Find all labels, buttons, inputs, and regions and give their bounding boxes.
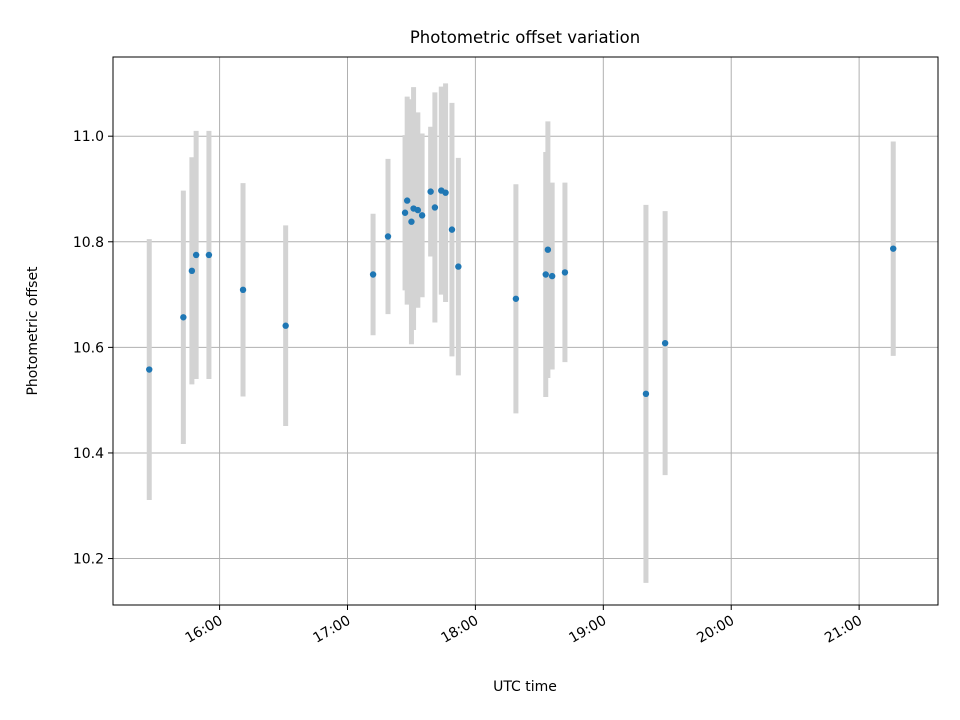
data-point bbox=[542, 271, 549, 278]
data-point bbox=[548, 272, 556, 280]
data-point bbox=[188, 267, 196, 275]
y-axis-label: Photometric offset bbox=[25, 266, 41, 396]
data-point bbox=[205, 251, 213, 259]
data-point bbox=[414, 206, 422, 214]
y-tick-label: 11.0 bbox=[73, 129, 104, 145]
data-point bbox=[180, 314, 187, 321]
y-tick-label: 10.2 bbox=[73, 552, 104, 568]
data-point bbox=[192, 251, 200, 259]
chart-title: Photometric offset variation bbox=[410, 28, 640, 47]
data-points bbox=[146, 187, 897, 398]
y-tick-label: 10.4 bbox=[73, 446, 104, 462]
data-point bbox=[384, 233, 392, 240]
data-point bbox=[890, 245, 897, 252]
data-point bbox=[455, 263, 462, 270]
data-point bbox=[512, 295, 520, 302]
data-point bbox=[369, 271, 377, 278]
data-point bbox=[442, 189, 449, 196]
y-tick-label: 10.8 bbox=[73, 235, 104, 251]
data-point bbox=[408, 218, 415, 225]
y-axis-ticks: 10.2 10.4 10.6 10.8 11.0 bbox=[73, 129, 113, 568]
x-axis-label: UTC time bbox=[493, 679, 557, 695]
data-point bbox=[418, 212, 426, 219]
data-point bbox=[661, 339, 669, 347]
data-point bbox=[448, 226, 456, 233]
data-point bbox=[561, 269, 569, 276]
y-tick-label: 10.6 bbox=[73, 340, 104, 356]
data-point bbox=[146, 366, 153, 373]
data-point bbox=[282, 322, 289, 329]
data-point bbox=[642, 390, 650, 398]
plot-frame bbox=[112, 56, 939, 606]
data-point bbox=[544, 246, 552, 253]
data-point bbox=[427, 188, 434, 195]
data-point bbox=[431, 204, 439, 211]
data-point bbox=[401, 209, 409, 216]
data-point bbox=[239, 286, 247, 294]
data-point bbox=[403, 197, 411, 204]
grid bbox=[113, 57, 938, 605]
